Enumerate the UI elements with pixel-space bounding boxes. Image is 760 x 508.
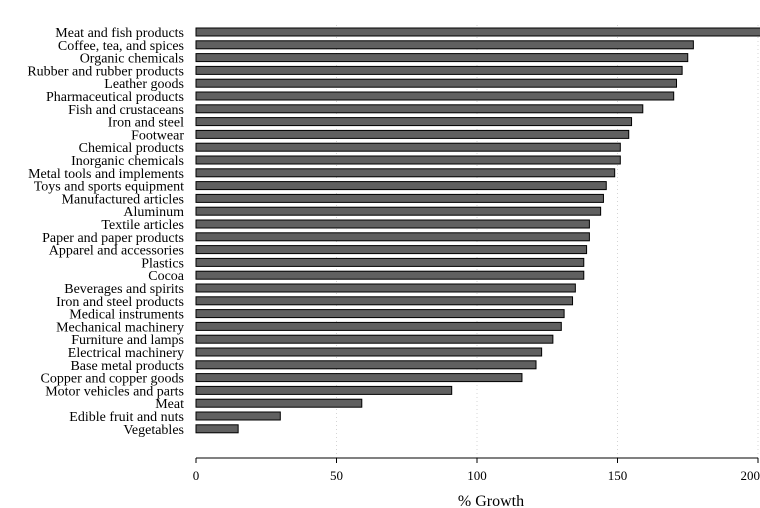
category-label: Paper and paper products (42, 231, 184, 246)
bar (195, 155, 621, 165)
category-label: Copper and copper goods (41, 372, 184, 387)
bar (195, 40, 694, 50)
category-label: Base metal products (70, 359, 184, 374)
category-label: Iron and steel (108, 116, 184, 131)
bar (195, 219, 590, 229)
category-label: Leather goods (104, 77, 184, 92)
bar (195, 65, 683, 75)
bar (195, 53, 689, 63)
category-label: Chemical products (79, 141, 184, 156)
x-tick-label: 0 (193, 468, 200, 483)
category-label: Manufactured articles (62, 192, 184, 207)
category-label: Vegetables (123, 423, 184, 438)
category-label: Plastics (141, 256, 184, 271)
category-label: Furniture and lamps (71, 333, 184, 348)
category-label: Beverages and spirits (64, 282, 184, 297)
bar (195, 206, 602, 216)
category-label: Cocoa (148, 269, 185, 284)
bars (195, 27, 760, 434)
x-tick-label: 50 (330, 468, 343, 483)
bar (195, 129, 630, 139)
bar (195, 27, 760, 37)
category-label: Organic chemicals (80, 52, 184, 67)
x-axis: 0 50 100 150 200 (193, 457, 760, 483)
bar (195, 270, 585, 280)
bar (195, 398, 363, 408)
bar (195, 411, 281, 421)
bar (195, 193, 604, 203)
bar (195, 142, 621, 152)
category-label: Mechanical machinery (56, 320, 184, 335)
bar (195, 232, 590, 242)
bar (195, 347, 543, 357)
x-tick-label: 150 (608, 468, 628, 483)
bar (195, 117, 633, 127)
category-label: Rubber and rubber products (27, 64, 184, 79)
bar (195, 168, 616, 178)
category-label: Toys and sports equipment (34, 180, 184, 195)
bar (195, 283, 576, 293)
category-label: Electrical machinery (68, 346, 184, 361)
bar (195, 257, 585, 267)
bar (195, 78, 678, 88)
bar (195, 360, 537, 370)
bar (195, 104, 644, 114)
category-label: Motor vehicles and parts (45, 384, 184, 399)
bar (195, 309, 565, 319)
category-label: Textile articles (101, 218, 184, 233)
category-label: Edible fruit and nuts (69, 410, 184, 425)
bar (195, 334, 554, 344)
category-label: Meat (155, 397, 184, 412)
bar (195, 91, 675, 101)
x-tick-label: 200 (741, 468, 760, 483)
bar (195, 373, 523, 383)
x-axis-title: % Growth (458, 493, 524, 508)
category-label: Coffee, tea, and spices (58, 39, 184, 54)
category-label: Apparel and accessories (49, 244, 184, 259)
bar (195, 296, 574, 306)
category-label: Metal tools and implements (28, 167, 184, 182)
bar (195, 181, 607, 191)
category-label: Iron and steel products (56, 295, 184, 310)
bar (195, 321, 562, 331)
bar (195, 424, 239, 434)
category-label: Pharmaceutical products (46, 90, 184, 105)
category-label: Medical instruments (69, 308, 184, 323)
x-tick-label: 100 (467, 468, 487, 483)
category-label: Footwear (131, 128, 184, 143)
category-label: Meat and fish products (55, 26, 184, 41)
category-label: Inorganic chemicals (71, 154, 184, 169)
category-label: Fish and crustaceans (68, 103, 184, 118)
bar (195, 245, 588, 255)
category-label: Aluminum (123, 205, 184, 220)
bar (195, 385, 453, 395)
